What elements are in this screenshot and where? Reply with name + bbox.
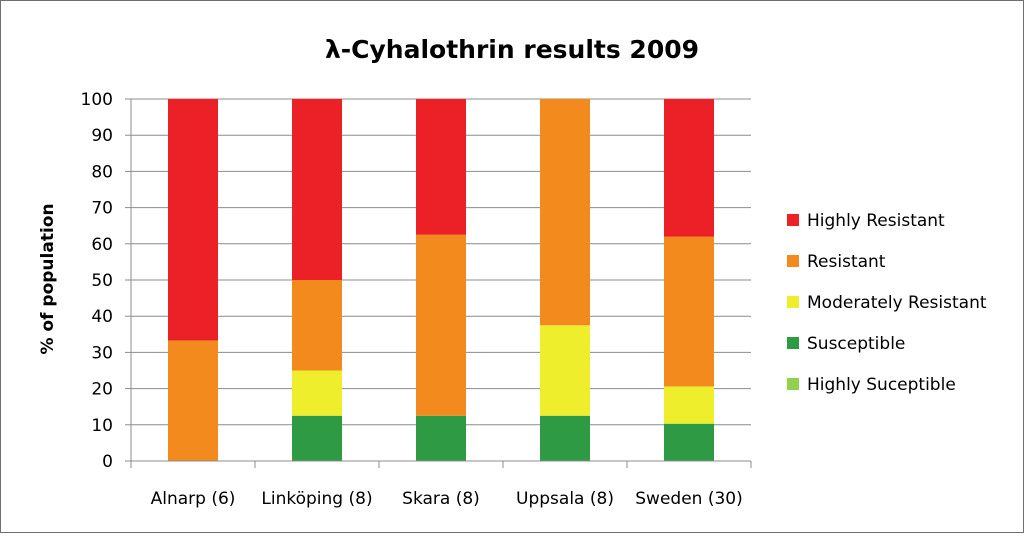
y-tick-label: 90 <box>91 126 113 146</box>
bars <box>168 99 714 461</box>
legend-swatch <box>787 337 799 349</box>
legend: Highly Resistant Resistant Moderately Resi… <box>787 211 987 395</box>
legend-swatch <box>787 255 799 267</box>
bar-segment <box>540 415 590 461</box>
legend-label: Moderately Resistant <box>807 293 987 313</box>
y-tick-label: 100 <box>81 90 113 110</box>
bar-segment <box>664 386 714 424</box>
chart-title: λ-Cyhalothrin results 2009 <box>325 35 699 64</box>
legend-label: Resistant <box>807 252 886 272</box>
x-tick-label: Sweden (30) <box>635 489 742 509</box>
y-tick-label: 40 <box>91 307 113 327</box>
x-axis-labels: Alnarp (6) Linköping (8) Skara (8) Uppsala … <box>130 461 752 509</box>
y-tick-label: 30 <box>91 343 113 363</box>
bar-segment <box>292 370 342 416</box>
bar-segment <box>416 99 466 235</box>
bar-segment <box>292 99 342 280</box>
x-tick-label: Linköping (8) <box>261 489 372 509</box>
bar-segment <box>416 415 466 461</box>
x-tick-label: Skara (8) <box>402 489 480 509</box>
bar-segment <box>664 423 714 461</box>
legend-swatch <box>787 378 799 390</box>
bar-segment <box>292 280 342 371</box>
bar-segment <box>540 99 590 326</box>
y-tick-label: 70 <box>91 199 113 219</box>
y-tick-label: 0 <box>102 452 113 472</box>
y-axis-label: % of population <box>38 203 58 354</box>
y-tick-label: 10 <box>91 416 113 436</box>
bar-segment <box>540 325 590 416</box>
y-tick-label: 80 <box>91 162 113 182</box>
bar-segment <box>292 415 342 461</box>
y-tick-label: 60 <box>91 235 113 255</box>
x-tick-label: Uppsala (8) <box>516 489 614 509</box>
bar-segment <box>664 236 714 387</box>
x-tick-label: Alnarp (6) <box>151 489 236 509</box>
y-tick-label: 50 <box>91 271 113 291</box>
legend-label: Highly Resistant <box>807 211 945 231</box>
bar-segment <box>168 99 218 341</box>
bar-segment <box>664 99 714 237</box>
y-axis-ticks: 0 10 20 30 40 50 60 70 80 90 100 <box>81 90 131 472</box>
legend-label: Susceptible <box>807 334 905 354</box>
bar-segment <box>168 340 218 461</box>
axes <box>130 99 751 462</box>
legend-swatch <box>787 296 799 308</box>
legend-swatch <box>787 214 799 226</box>
y-tick-label: 20 <box>91 380 113 400</box>
bar-segment <box>416 234 466 416</box>
legend-label: Highly Suceptible <box>807 375 956 395</box>
